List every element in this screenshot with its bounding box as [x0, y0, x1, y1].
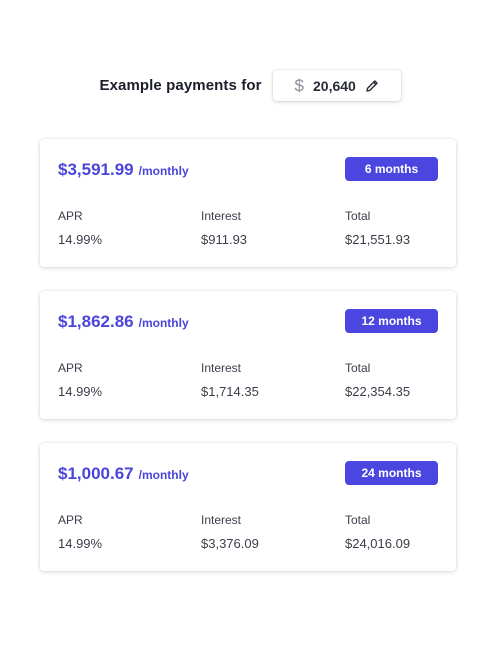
header-label: Example payments for	[99, 77, 262, 94]
total-value: $21,551.93	[345, 232, 411, 247]
total-label: Total	[345, 513, 371, 527]
apr-label: APR	[58, 361, 83, 375]
dollar-icon: $	[294, 75, 304, 95]
apr-value: 14.99%	[58, 232, 103, 247]
apr-value: 14.99%	[58, 536, 103, 551]
apr-stat: APR 14.99%	[58, 513, 102, 551]
interest-stat: Interest $911.93	[201, 209, 247, 247]
monthly-payment: $3,591.99 /monthly	[58, 160, 189, 180]
monthly-payment: $1,862.86 /monthly	[58, 312, 189, 332]
term-badge[interactable]: 6 months	[345, 157, 438, 181]
payment-plan-card[interactable]: $1,862.86 /monthly 12 months APR 14.99% …	[40, 291, 456, 419]
total-label: Total	[345, 361, 371, 375]
apr-label: APR	[58, 513, 83, 527]
pencil-icon[interactable]	[365, 79, 379, 93]
interest-label: Interest	[201, 513, 242, 527]
monthly-payment: $1,000.67 /monthly	[58, 464, 189, 484]
total-label: Total	[345, 209, 371, 223]
payment-plan-card[interactable]: $1,000.67 /monthly 24 months APR 14.99% …	[40, 443, 456, 571]
term-badge[interactable]: 24 months	[345, 461, 438, 485]
interest-value: $911.93	[201, 232, 248, 247]
interest-label: Interest	[201, 209, 242, 223]
interest-stat: Interest $1,714.35	[201, 361, 259, 399]
term-badge[interactable]: 12 months	[345, 309, 438, 333]
interest-value: $1,714.35	[201, 384, 259, 399]
interest-value: $3,376.09	[201, 536, 259, 551]
loan-amount-value: 20,640	[313, 77, 356, 94]
apr-label: APR	[58, 209, 83, 223]
total-stat: Total $21,551.93	[345, 209, 410, 247]
monthly-amount: $3,591.99	[58, 160, 134, 179]
apr-stat: APR 14.99%	[58, 361, 102, 399]
monthly-unit: /monthly	[138, 468, 189, 482]
apr-stat: APR 14.99%	[58, 209, 102, 247]
apr-value: 14.99%	[58, 384, 103, 399]
loan-amount-field[interactable]: $ 20,640	[272, 70, 401, 101]
payment-header: Example payments for $ 20,640	[0, 69, 500, 102]
total-value: $24,016.09	[345, 536, 411, 551]
interest-stat: Interest $3,376.09	[201, 513, 259, 551]
monthly-amount: $1,862.86	[58, 312, 134, 331]
total-value: $22,354.35	[345, 384, 411, 399]
monthly-unit: /monthly	[138, 164, 189, 178]
total-stat: Total $22,354.35	[345, 361, 410, 399]
payment-plan-card[interactable]: $3,591.99 /monthly 6 months APR 14.99% I…	[40, 139, 456, 267]
interest-label: Interest	[201, 361, 242, 375]
monthly-unit: /monthly	[138, 316, 189, 330]
monthly-amount: $1,000.67	[58, 464, 134, 483]
total-stat: Total $24,016.09	[345, 513, 410, 551]
